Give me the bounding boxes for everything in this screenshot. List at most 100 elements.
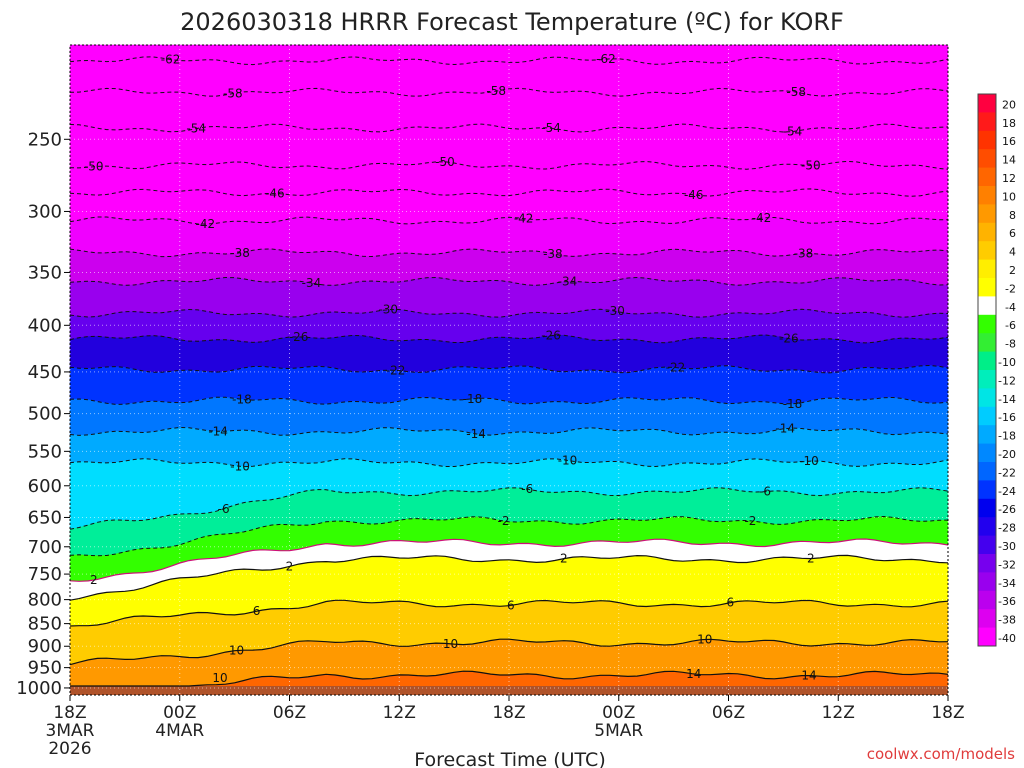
color-bar-label: 10 (1002, 190, 1016, 203)
isotherm-line (70, 670, 949, 687)
color-swatch (978, 314, 996, 334)
isotherm-label: -50 (801, 158, 821, 172)
isotherm-line (69, 188, 949, 197)
isotherm-label: -42 (514, 212, 534, 226)
color-swatch (978, 333, 996, 353)
color-bar-label: -38 (998, 614, 1016, 627)
color-bar: 20 18 16 14 12 10 8 6 4 2 -2 -4 -6 -8 -10 -12 -14 -16 -18 -… (977, 93, 1016, 647)
x-tick-label: 4MAR (155, 721, 204, 741)
color-bar-label: -34 (998, 577, 1016, 590)
y-tick-label: 650 (28, 507, 62, 528)
isotherm-line (69, 87, 949, 97)
y-tick-label: 350 (28, 262, 62, 283)
isotherm-line (69, 458, 949, 468)
y-tick-label: 900 (28, 636, 62, 657)
x-tick-label: 2026 (48, 739, 91, 759)
color-swatch (978, 535, 996, 555)
color-swatch (978, 296, 996, 316)
color-bar-label: -6 (1005, 319, 1016, 332)
y-tick-label: 400 (28, 315, 62, 336)
isotherm-label: 2 (90, 573, 98, 587)
isotherm-label: -38 (230, 246, 250, 260)
color-swatch (978, 222, 996, 242)
color-swatch (978, 149, 996, 169)
color-bar-label: -12 (998, 374, 1016, 387)
isotherm-label: -54 (541, 121, 561, 135)
isotherm-label: -2 (744, 514, 756, 528)
color-swatch (978, 554, 996, 573)
isotherm-label: -26 (779, 332, 799, 346)
isotherm-label: -38 (794, 247, 814, 261)
isotherm-label: -46 (684, 188, 704, 202)
credit-link[interactable]: coolwx.com/models (867, 745, 1015, 763)
color-swatch (978, 259, 996, 279)
isotherm-label: -42 (196, 217, 216, 231)
x-tick-label: 18Z (931, 703, 964, 723)
color-bar-label: 18 (1002, 117, 1016, 130)
isotherm-label: -14 (208, 424, 228, 438)
isotherm-label: 10 (229, 644, 244, 658)
isotherm-label: -58 (486, 84, 506, 98)
isotherm-line (69, 364, 949, 374)
ground-strip (70, 686, 948, 695)
color-swatch (978, 590, 996, 610)
isotherm-line (69, 396, 949, 405)
isotherm-line (69, 216, 948, 225)
color-bar-label: -20 (998, 448, 1016, 461)
isotherm-label: -62 (596, 52, 616, 66)
color-swatch (978, 498, 996, 518)
isotherm-label: -10 (230, 459, 250, 473)
color-bar-label: -32 (998, 558, 1016, 571)
isotherm-line (69, 160, 949, 170)
isotherm-line (69, 334, 949, 344)
isotherm-label: 6 (727, 596, 735, 610)
isotherm-label: -2 (498, 514, 510, 528)
isotherm-line (69, 308, 949, 318)
y-tick-label: 250 (28, 129, 62, 150)
color-bar-label: -16 (998, 411, 1016, 424)
color-swatch (978, 278, 996, 297)
color-bar-label: -14 (998, 393, 1016, 406)
isotherm-label: -38 (543, 247, 563, 261)
isotherm-label: -14 (466, 427, 486, 441)
x-tick-label: 06Z (273, 703, 306, 723)
color-bar-label: 2 (1009, 264, 1016, 277)
isotherm-label: 14 (801, 668, 816, 682)
color-swatch (978, 462, 996, 481)
isotherm-label: 10 (443, 637, 458, 651)
isotherm-line (69, 638, 949, 666)
y-tick-label: 850 (28, 614, 62, 635)
color-swatch (978, 186, 996, 205)
isotherm-label: -10 (799, 454, 819, 468)
isotherm-label: 10 (212, 671, 227, 685)
color-bar-label: -4 (1005, 301, 1016, 314)
x-tick-label: 18Z (492, 703, 525, 723)
isotherm-label: 2 (286, 559, 294, 573)
color-bar-label: -8 (1005, 338, 1016, 351)
color-bar-label: 12 (1002, 172, 1016, 185)
isotherm-line (69, 599, 949, 627)
y-tick-label: 1000 (16, 678, 62, 699)
color-bar-label: -24 (998, 485, 1016, 498)
color-swatch (978, 351, 996, 371)
isotherm-label: -54 (783, 125, 803, 139)
color-bar-label: 20 (1002, 98, 1016, 111)
color-bar-label: -10 (998, 356, 1016, 369)
x-tick-label: 12Z (822, 703, 855, 723)
isotherm-label: -18 (232, 392, 252, 406)
y-tick-label: 700 (28, 537, 62, 558)
y-axis: 2503003504004505005506006507007508008509… (16, 129, 70, 699)
isotherm-label: 6 (253, 604, 261, 618)
isotherm-label: -18 (463, 392, 483, 406)
x-tick-label: 06Z (712, 703, 745, 723)
isotherm-label: -50 (84, 160, 104, 174)
plot-area: -62 -62-58 -58 -58-54 -54 -54-50 -50 -50-46 -46-… (69, 44, 949, 696)
isotherm-label: 6 (507, 599, 515, 613)
isotherm-label: -30 (378, 303, 398, 317)
isotherm-label: -46 (265, 186, 285, 200)
x-axis-label: Forecast Time (UTC) (414, 749, 605, 768)
color-bar-label: -26 (998, 503, 1016, 516)
color-swatch (978, 241, 996, 261)
